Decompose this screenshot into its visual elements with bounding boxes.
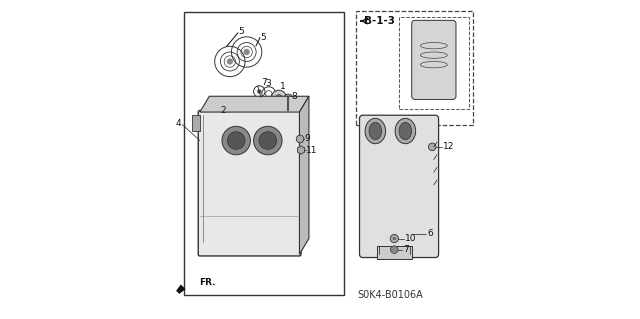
Circle shape xyxy=(390,234,399,243)
Circle shape xyxy=(284,94,293,103)
Circle shape xyxy=(276,95,282,101)
Polygon shape xyxy=(176,285,186,294)
Text: 7: 7 xyxy=(261,78,267,86)
Circle shape xyxy=(296,135,304,143)
Text: 8: 8 xyxy=(291,92,297,101)
Circle shape xyxy=(253,126,282,155)
Text: 6: 6 xyxy=(427,229,433,238)
FancyBboxPatch shape xyxy=(198,110,301,256)
Ellipse shape xyxy=(365,118,386,144)
Circle shape xyxy=(227,58,233,65)
Polygon shape xyxy=(200,96,309,112)
Circle shape xyxy=(243,49,250,55)
Circle shape xyxy=(259,132,276,149)
Circle shape xyxy=(227,132,245,149)
FancyBboxPatch shape xyxy=(360,115,438,257)
Bar xyxy=(399,17,468,109)
Circle shape xyxy=(393,237,396,240)
Text: B-1-3: B-1-3 xyxy=(364,16,395,26)
Text: 12: 12 xyxy=(443,142,454,151)
Text: 5: 5 xyxy=(260,33,266,42)
Bar xyxy=(356,11,474,125)
Bar xyxy=(184,12,344,295)
Text: FR.: FR. xyxy=(199,278,216,287)
Text: 7: 7 xyxy=(403,245,408,254)
Circle shape xyxy=(390,246,398,253)
Bar xyxy=(377,247,412,259)
Text: 2: 2 xyxy=(220,106,226,115)
Ellipse shape xyxy=(395,118,415,144)
Text: 9: 9 xyxy=(305,134,310,144)
Text: 10: 10 xyxy=(404,234,416,243)
Polygon shape xyxy=(192,115,200,131)
Text: 1: 1 xyxy=(280,82,285,91)
Polygon shape xyxy=(300,96,309,254)
Circle shape xyxy=(215,114,220,119)
Text: 11: 11 xyxy=(306,145,317,154)
Circle shape xyxy=(271,90,287,105)
Text: 5: 5 xyxy=(238,27,244,36)
FancyBboxPatch shape xyxy=(412,20,456,100)
Circle shape xyxy=(212,110,224,123)
Ellipse shape xyxy=(369,122,381,140)
Text: 3: 3 xyxy=(266,79,271,88)
Circle shape xyxy=(428,143,436,151)
Text: S0K4-B0106A: S0K4-B0106A xyxy=(357,291,423,300)
Circle shape xyxy=(222,126,250,155)
Polygon shape xyxy=(298,146,305,154)
Circle shape xyxy=(257,89,262,94)
Ellipse shape xyxy=(399,122,412,140)
Text: 4: 4 xyxy=(176,119,182,128)
